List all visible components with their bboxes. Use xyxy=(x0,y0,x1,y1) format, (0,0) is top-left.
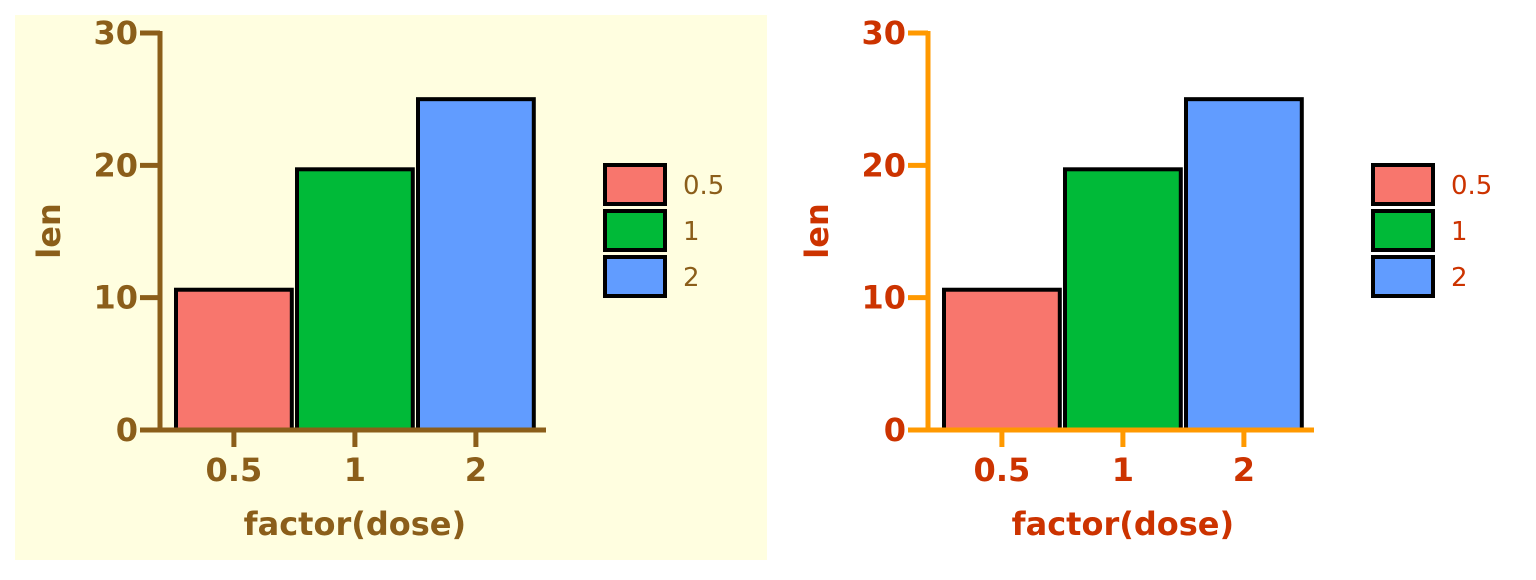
chart2-legend-key-2 xyxy=(1371,255,1435,298)
bar-chart-left: 0 10 20 30 0.5 1 2 factor(dose) len 0.5 1 2 xyxy=(15,14,767,560)
chart2-y-tick-label: 30 xyxy=(861,14,906,52)
chart1-legend-key-0.5 xyxy=(603,163,667,206)
chart2-x-tick-label: 0.5 xyxy=(974,451,1031,489)
chart2-legend-label: 1 xyxy=(1451,217,1468,247)
chart2-x-tick-label: 1 xyxy=(1112,451,1134,489)
chart2-legend-key-0.5 xyxy=(1371,163,1435,206)
chart1-y-tick-label: 20 xyxy=(93,146,138,184)
chart1-y-axis-title: len xyxy=(30,203,68,258)
chart2-legend-label: 2 xyxy=(1451,263,1468,293)
chart2-y-axis-title: len xyxy=(798,203,836,258)
chart1-y-tick-label: 10 xyxy=(93,279,138,317)
chart2-x-axis-title: factor(dose) xyxy=(1012,505,1234,543)
chart1-x-axis-title: factor(dose) xyxy=(244,505,466,543)
chart-panel-left: 0 10 20 30 0.5 1 2 factor(dose) len 0.5 1 2 xyxy=(15,14,767,560)
chart2-legend-label: 0.5 xyxy=(1451,171,1492,201)
chart2-legend-key-1 xyxy=(1371,209,1435,252)
chart2-y-tick-label: 10 xyxy=(861,279,906,317)
chart1-legend-key-2 xyxy=(603,255,667,298)
chart1-y-tick-label: 0 xyxy=(116,411,138,449)
chart2-bar-0.5 xyxy=(942,287,1062,432)
chart1-x-tick-label: 1 xyxy=(344,451,366,489)
chart1-legend-label: 1 xyxy=(683,217,700,247)
chart1-legend-label: 0.5 xyxy=(683,171,724,201)
chart1-legend-key-1 xyxy=(603,209,667,252)
chart-panel-right: 0 10 20 30 0.5 1 2 factor(dose) len 0.5 1 2 xyxy=(768,0,1536,580)
chart1-bar-0.5 xyxy=(174,287,294,432)
chart2-bar-2 xyxy=(1184,97,1304,433)
chart1-x-tick-label: 2 xyxy=(465,451,487,489)
chart2-y-tick-label: 0 xyxy=(884,411,906,449)
chart1-y-tick-label: 30 xyxy=(93,14,138,52)
chart1-bar-1 xyxy=(295,167,415,432)
chart2-x-tick-label: 2 xyxy=(1233,451,1255,489)
bar-chart-right: 0 10 20 30 0.5 1 2 factor(dose) len 0.5 1 2 xyxy=(798,14,1492,543)
chart1-x-tick-label: 0.5 xyxy=(206,451,263,489)
chart2-bar-1 xyxy=(1063,167,1183,432)
chart1-bar-2 xyxy=(416,97,536,433)
chart1-legend-label: 2 xyxy=(683,263,700,293)
chart2-y-tick-label: 20 xyxy=(861,146,906,184)
